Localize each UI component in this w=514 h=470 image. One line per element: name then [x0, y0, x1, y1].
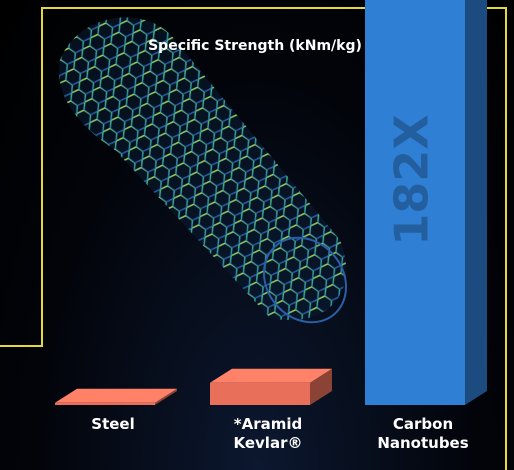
bar-front — [210, 382, 310, 405]
value-label: 182X — [385, 114, 439, 246]
bar-side — [310, 368, 332, 405]
bar-side — [465, 0, 487, 405]
bar-top — [210, 368, 332, 383]
bar-front — [55, 402, 155, 405]
nanotube-illustration — [59, 17, 348, 324]
bar-side — [155, 388, 177, 405]
bar — [365, 0, 487, 405]
bar — [210, 368, 332, 405]
frame-line — [0, 7, 507, 470]
bar-top — [55, 388, 177, 403]
bar-front — [365, 0, 465, 405]
chart-title: Specific Strength (kNm/kg) — [148, 38, 362, 54]
x-tick-label: Steel — [91, 415, 135, 433]
x-tick-label: *Aramid Kevlar® — [233, 415, 303, 452]
bar — [55, 388, 177, 405]
x-tick-label: Carbon Nanotubes — [377, 415, 469, 452]
